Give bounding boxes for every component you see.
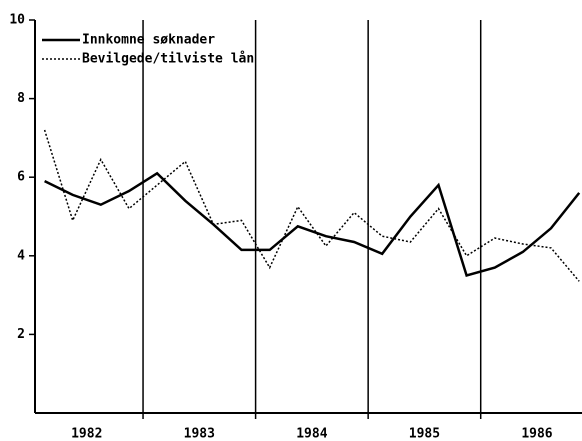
x-tick-label: 1986 bbox=[521, 427, 552, 441]
y-tick-label: 4 bbox=[17, 248, 25, 263]
series-line bbox=[44, 171, 581, 278]
legend-label: Bevilgede/tilviste lån bbox=[82, 52, 254, 67]
series-line bbox=[43, 129, 580, 282]
x-tick-label: 1984 bbox=[296, 427, 327, 441]
x-tick-label: 1982 bbox=[71, 427, 102, 441]
y-tick-label: 8 bbox=[17, 91, 25, 106]
x-tick-label: 1983 bbox=[184, 427, 215, 441]
x-tick-label: 1985 bbox=[409, 427, 440, 441]
legend-label: Innkomne søknader bbox=[82, 33, 215, 48]
y-tick-label: 10 bbox=[9, 13, 25, 28]
y-tick-label: 6 bbox=[17, 170, 25, 185]
y-tick-label: 2 bbox=[17, 327, 25, 342]
